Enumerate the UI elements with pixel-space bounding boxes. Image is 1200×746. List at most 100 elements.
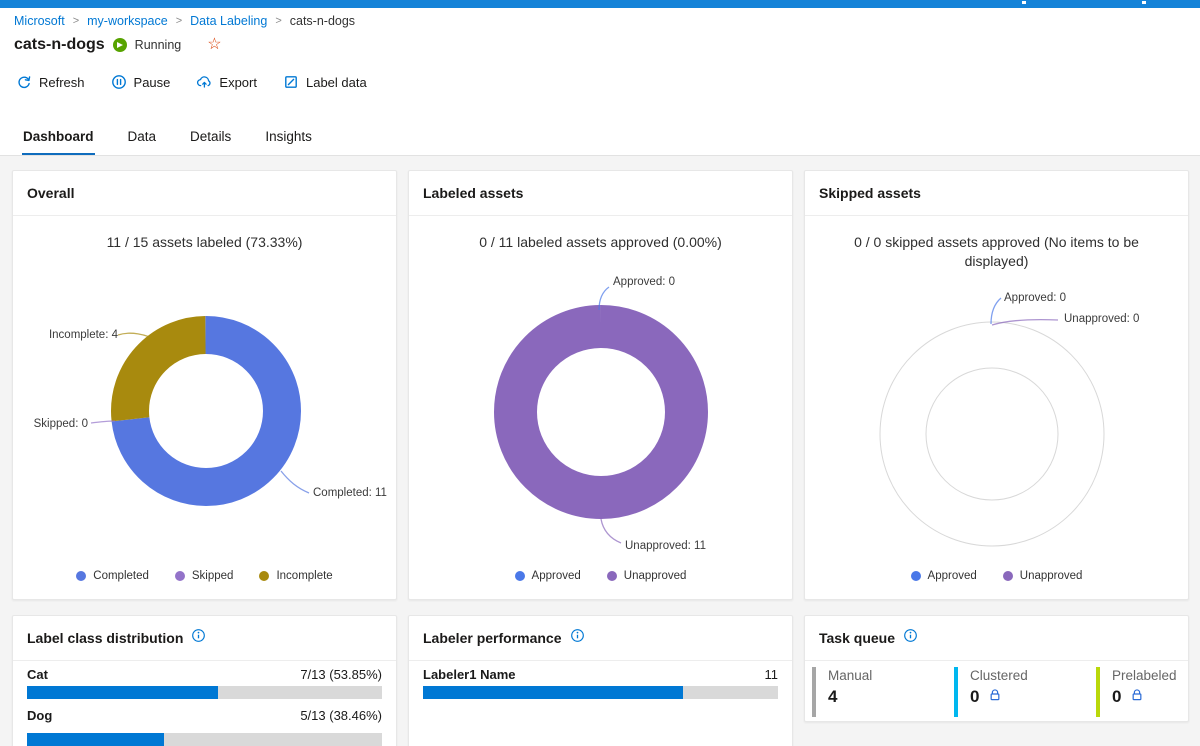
breadcrumb-link-data-labeling[interactable]: Data Labeling xyxy=(190,14,268,28)
class-value: 5/13 (38.46%) xyxy=(300,708,382,723)
breadcrumb-separator: > xyxy=(175,15,183,27)
skipped-assets-legend: Approved Unapproved xyxy=(805,570,1188,582)
task-label: Manual xyxy=(828,668,873,683)
skipped-assets-card: Skipped assets 0 / 0 skipped assets appr… xyxy=(804,170,1189,600)
tab-data[interactable]: Data xyxy=(127,129,157,144)
breadcrumb-separator: > xyxy=(72,15,80,27)
page-header: Microsoft > my-workspace > Data Labeling… xyxy=(0,0,1200,156)
legend-dot-incomplete xyxy=(259,571,270,581)
legend-label: Approved xyxy=(927,570,977,582)
legend-unapproved[interactable]: Unapproved xyxy=(1002,570,1083,582)
legend-dot-skipped xyxy=(174,571,185,581)
callout-incomplete: Incomplete: 4 xyxy=(48,329,118,341)
overall-card-title: Overall xyxy=(27,185,75,201)
overall-donut-chart xyxy=(111,316,301,506)
stats-cards-row: Label class distribution Cat 7/13 (53.85… xyxy=(12,615,1189,746)
labeler-row: Labeler1 Name 11 xyxy=(423,667,778,682)
favorite-star-icon[interactable]: ☆ xyxy=(207,36,222,53)
task-queue-card: Task queue Manual 4 Clustered 0 xyxy=(804,615,1189,722)
dog-progress-fill xyxy=(27,733,164,746)
breadcrumb-link-workspace[interactable]: my-workspace xyxy=(87,14,168,28)
leader-line-unapproved xyxy=(991,319,1059,326)
info-icon[interactable] xyxy=(191,628,206,648)
export-button[interactable]: Export xyxy=(196,74,257,90)
tab-details[interactable]: Details xyxy=(190,129,232,144)
breadcrumb-current: cats-n-dogs xyxy=(289,14,356,28)
pause-label: Pause xyxy=(133,74,171,90)
topbar-icon-fragment xyxy=(1022,1,1026,4)
dog-progress-bar xyxy=(27,733,382,746)
legend-label: Incomplete xyxy=(276,570,333,582)
labeler-progress-bar xyxy=(423,686,778,699)
legend-dot-completed xyxy=(76,571,87,581)
topbar-icon-fragment xyxy=(1142,1,1146,4)
label-class-distribution-title: Label class distribution xyxy=(27,630,184,646)
leader-line-skipped xyxy=(90,420,116,424)
breadcrumb-separator: > xyxy=(275,15,282,27)
breadcrumb-link-microsoft[interactable]: Microsoft xyxy=(14,14,65,28)
cat-progress-bar xyxy=(27,686,382,699)
labeled-assets-card: Labeled assets 0 / 11 labeled assets app… xyxy=(408,170,793,600)
leader-line-completed xyxy=(280,470,310,494)
leader-line-approved xyxy=(990,297,1002,325)
info-icon[interactable] xyxy=(903,628,918,648)
legend-skipped[interactable]: Skipped xyxy=(174,570,233,582)
running-status-icon xyxy=(112,38,127,52)
leader-line-incomplete xyxy=(117,332,159,342)
labeler-performance-title: Labeler performance xyxy=(423,630,562,646)
legend-label: Unapproved xyxy=(1019,570,1083,582)
lock-icon xyxy=(1130,687,1144,707)
tab-insights[interactable]: Insights xyxy=(265,129,312,144)
legend-label: Completed xyxy=(93,570,149,582)
callout-unapproved: Unapproved: 0 xyxy=(1064,313,1140,325)
status-badge: Running xyxy=(134,38,182,52)
overall-summary-text: 11 / 15 assets labeled (73.33%) xyxy=(106,234,303,250)
class-row-dog: Dog 5/13 (38.46%) xyxy=(27,708,382,723)
tab-dashboard[interactable]: Dashboard xyxy=(22,121,95,155)
task-value: 4 xyxy=(828,687,838,706)
tab-bar: Dashboard Data Details Insights xyxy=(22,121,313,155)
legend-completed[interactable]: Completed xyxy=(76,570,149,582)
class-name: Cat xyxy=(27,667,48,682)
export-cloud-icon xyxy=(196,74,212,90)
labeler-progress-fill xyxy=(423,686,684,699)
skipped-assets-summary-text: 0 / 0 skipped assets approved (No items … xyxy=(854,234,1139,269)
labeler-name: Labeler1 Name xyxy=(423,667,516,682)
label-data-label: Label data xyxy=(305,74,367,90)
legend-incomplete[interactable]: Incomplete xyxy=(259,570,333,582)
cat-progress-fill xyxy=(27,686,219,699)
callout-approved: Approved: 0 xyxy=(1004,292,1067,304)
legend-approved[interactable]: Approved xyxy=(910,570,977,582)
task-label: Clustered xyxy=(970,668,1028,683)
task-queue-clustered: Clustered 0 xyxy=(954,667,1088,717)
lock-icon xyxy=(988,687,1002,707)
callout-approved: Approved: 0 xyxy=(613,276,676,288)
refresh-label: Refresh xyxy=(39,74,85,90)
callout-unapproved: Unapproved: 11 xyxy=(625,540,706,552)
task-value: 0 xyxy=(1112,687,1122,706)
legend-dot-unapproved xyxy=(1002,571,1013,581)
legend-dot-approved xyxy=(910,571,921,581)
labeler-count: 11 xyxy=(764,667,779,682)
pause-button[interactable]: Pause xyxy=(111,74,171,90)
refresh-button[interactable]: Refresh xyxy=(16,74,85,90)
refresh-icon xyxy=(16,74,32,90)
task-queue-title: Task queue xyxy=(819,630,895,646)
legend-unapproved[interactable]: Unapproved xyxy=(606,570,686,582)
callout-completed: Completed: 11 xyxy=(313,487,387,499)
donut-cards-row: Overall 11 / 15 assets labeled (73.33%) … xyxy=(12,170,1189,600)
edit-label-icon xyxy=(283,74,299,90)
title-row: cats-n-dogs Running ☆ xyxy=(14,36,222,54)
overall-legend: Completed Skipped Incomplete xyxy=(13,570,396,582)
info-icon[interactable] xyxy=(570,628,585,648)
legend-dot-unapproved xyxy=(606,571,617,581)
task-label: Prelabeled xyxy=(1112,668,1177,683)
azure-top-bar xyxy=(0,0,1200,8)
skipped-assets-donut-chart xyxy=(879,321,1105,547)
label-data-button[interactable]: Label data xyxy=(283,74,367,90)
class-row-cat: Cat 7/13 (53.85%) xyxy=(27,667,382,682)
skipped-assets-card-title: Skipped assets xyxy=(819,185,921,201)
callout-skipped: Skipped: 0 xyxy=(33,418,88,430)
legend-approved[interactable]: Approved xyxy=(514,570,581,582)
